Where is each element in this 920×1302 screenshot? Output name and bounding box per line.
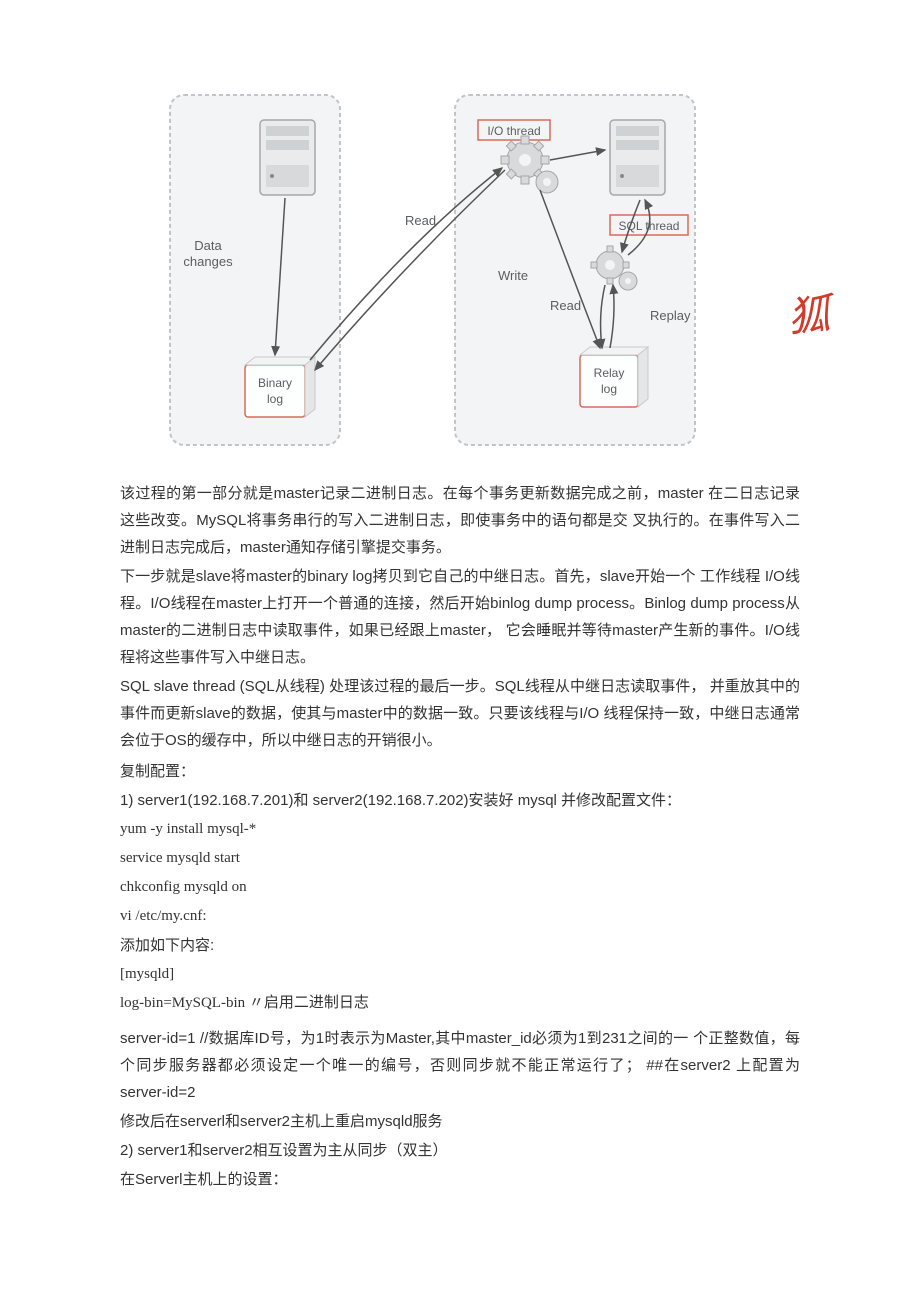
data-changes-label: Data (194, 238, 222, 253)
cmd-vi: vi /etc/my.cnf: (120, 903, 800, 930)
relay-log-label: Relay (594, 366, 625, 380)
add-content-label: 添加如下内容: (120, 932, 800, 959)
write-label: Write (498, 268, 528, 283)
svg-text:log: log (267, 392, 283, 406)
diagram-svg: Data changes Binary log Relay log I/O th… (150, 80, 710, 460)
svg-text:log: log (601, 382, 617, 396)
io-thread-label: I/O thread (487, 124, 540, 138)
cmd-yum: yum -y install mysql-* (120, 816, 800, 843)
step-2: 2) server1和server2相互设置为主从同步（双主） (120, 1137, 800, 1164)
paragraph-2: 下一步就是slave将master的binary log拷贝到它自己的中继日志。… (120, 563, 800, 671)
binary-log-label: Binary (258, 376, 292, 390)
serverid-line: server-id=1 //数据库ID号，为1时表示为Master,其中mast… (120, 1025, 800, 1106)
replay-label: Replay (650, 308, 691, 323)
mysqld-section: [mysqld] (120, 961, 800, 988)
cmd-chkconfig: chkconfig mysqld on (120, 874, 800, 901)
config-title: 复制配置： (120, 758, 800, 785)
paragraph-1: 该过程的第一部分就是master记录二进制日志。在每个事务更新数据完成之前，ma… (120, 480, 800, 561)
logbin-line: log-bin=MySQL-bin 〃启用二进制日志 (120, 990, 800, 1017)
read2-label: Read (550, 298, 581, 313)
restart-line: 修改后在serverl和server2主机上重启mysqld服务 (120, 1108, 800, 1135)
step-1: 1) server1(192.168.7.201)和 server2(192.1… (120, 787, 800, 814)
replication-diagram: Data changes Binary log Relay log I/O th… (150, 80, 710, 460)
read-label: Read (405, 213, 436, 228)
paragraph-3: SQL slave thread (SQL从线程) 处理该过程的最后一步。SQL… (120, 673, 800, 754)
on-server1: 在Serverl主机上的设置： (120, 1166, 800, 1193)
cmd-service: service mysqld start (120, 845, 800, 872)
watermark-icon: 狐 (785, 278, 833, 357)
svg-text:changes: changes (183, 254, 233, 269)
